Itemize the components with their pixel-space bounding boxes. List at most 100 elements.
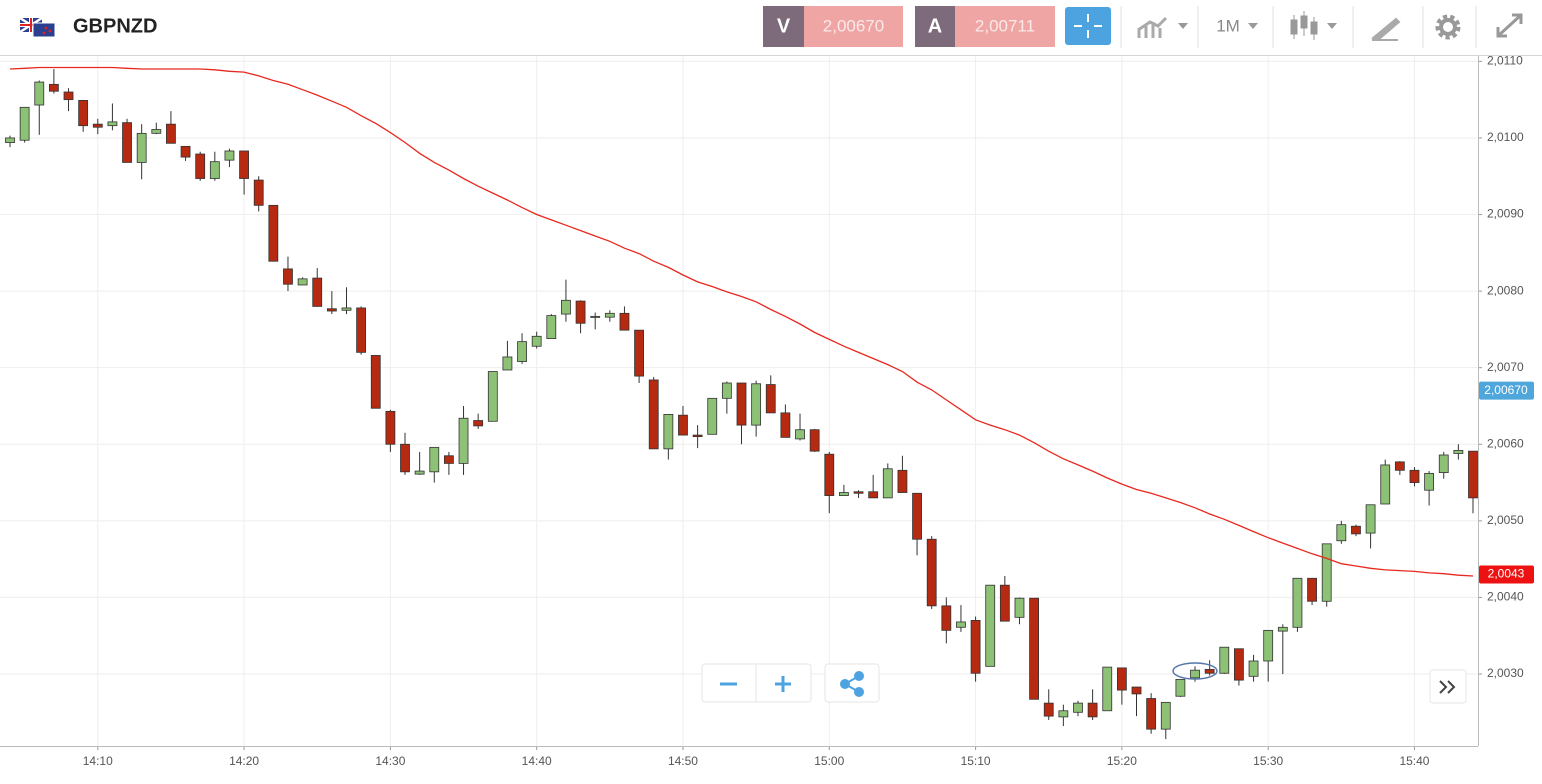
price-tag <box>1479 565 1534 584</box>
candle-style-button[interactable] <box>1290 11 1337 40</box>
candle-body <box>122 122 132 163</box>
candle-body <box>1014 597 1025 618</box>
candle-body <box>400 443 410 473</box>
candle-body <box>502 356 513 371</box>
chart-type-button[interactable] <box>1137 16 1188 38</box>
x-tick-label: 15:00 <box>814 754 844 768</box>
y-tick-label: 2,0050 <box>1487 513 1524 527</box>
candle-body <box>795 429 805 440</box>
candle-body <box>1263 629 1274 662</box>
candle-body <box>239 150 249 179</box>
candle-body <box>868 491 879 499</box>
timeframe[interactable]: 1M <box>1216 16 1240 35</box>
settings-button[interactable] <box>1435 14 1461 40</box>
candle-body <box>268 204 279 262</box>
candle-body <box>34 81 45 106</box>
bid-button[interactable] <box>763 6 804 47</box>
candle-body <box>824 453 835 496</box>
share-button[interactable] <box>840 671 864 697</box>
candle-body <box>209 161 220 179</box>
candle-body <box>297 278 308 286</box>
toolbar-separators <box>1120 6 1477 48</box>
candle-body <box>780 412 791 438</box>
candle-body <box>678 414 688 436</box>
candle-body <box>166 123 176 144</box>
ask-button[interactable] <box>915 6 955 47</box>
zoom-in[interactable] <box>775 676 791 692</box>
candle-body <box>1175 678 1186 697</box>
ask-price-box[interactable] <box>955 6 1055 47</box>
y-tick-label: 2,0110 <box>1487 54 1523 68</box>
candle-body <box>1234 648 1244 681</box>
candle-body <box>107 121 118 127</box>
candle-body <box>48 83 59 92</box>
candle-body <box>1351 525 1361 535</box>
x-tick-label: 15:40 <box>1399 754 1429 768</box>
candle-body <box>751 383 762 426</box>
x-tick-label: 15:10 <box>961 754 991 768</box>
candle-body <box>63 91 74 101</box>
y-tick-label: 2,0040 <box>1487 590 1524 604</box>
bid-price-box[interactable] <box>804 6 903 47</box>
candle-body <box>356 307 367 353</box>
price-tag-label: 2,00670 <box>1484 383 1528 397</box>
candle-body <box>956 621 966 628</box>
candle-body <box>1248 660 1259 677</box>
y-tick-label: 2,0070 <box>1487 360 1524 374</box>
x-tick-label: 14:30 <box>375 754 405 768</box>
x-tick-label: 15:30 <box>1253 754 1283 768</box>
candle-body <box>1380 464 1391 505</box>
zoom-controls <box>701 663 1467 704</box>
x-tick-label: 14:10 <box>83 754 113 768</box>
flag <box>19 16 56 38</box>
candle-body <box>941 605 952 631</box>
draw-tools-button[interactable] <box>1371 17 1401 42</box>
candle-body <box>692 434 703 438</box>
candle-body <box>531 335 542 347</box>
price-tag <box>1479 381 1534 400</box>
crosshair-button[interactable] <box>1065 7 1111 45</box>
candle-body <box>1131 686 1142 695</box>
candle-body <box>1336 524 1347 542</box>
candle-body <box>561 299 571 315</box>
fullscreen-button[interactable] <box>1496 13 1523 38</box>
candle-body <box>1468 450 1478 499</box>
candle-body <box>458 417 469 464</box>
candle-body <box>1073 702 1083 713</box>
candle-body <box>1058 710 1069 718</box>
moving-average-line <box>9 66 1474 577</box>
candle-body <box>575 300 586 324</box>
x-tick-label: 14:40 <box>522 754 552 768</box>
candle-body <box>1116 667 1127 691</box>
y-tick-label: 2,0060 <box>1487 436 1524 450</box>
candle-body <box>999 584 1010 622</box>
candle-body <box>385 410 396 445</box>
candle-body <box>1146 698 1157 730</box>
symbol: GBPNZD <box>73 15 157 37</box>
y-tick-label: 2,0090 <box>1487 207 1524 221</box>
candle-body <box>341 307 352 311</box>
candle-body <box>1321 543 1332 602</box>
price-tag-label: 2,0043 <box>1488 567 1525 581</box>
plot-area: 2,0110 2,0100 2,0090 2,0080 2,0070 2,0060 2,00… <box>0 54 1534 768</box>
candle-body <box>1160 701 1171 730</box>
y-tick-label: 2,0080 <box>1487 283 1524 297</box>
candle-body <box>853 491 864 494</box>
candle-body <box>707 397 718 435</box>
candle-body <box>765 384 776 414</box>
candle-body <box>809 429 820 452</box>
candle-body <box>970 620 981 674</box>
candle-body <box>487 371 498 422</box>
candle-body <box>985 584 996 667</box>
candle-body <box>1219 646 1230 674</box>
crosshair-icon <box>1074 14 1102 38</box>
candle-body <box>1365 504 1376 534</box>
candle-body <box>619 312 630 331</box>
y-tick-label: 2,0100 <box>1487 130 1524 144</box>
scroll-right-button[interactable] <box>1439 680 1456 694</box>
candle-body <box>1043 702 1054 717</box>
x-tick-label: 14:20 <box>229 754 259 768</box>
y-tick-label: 2,0030 <box>1487 666 1524 680</box>
candle-body <box>721 382 732 399</box>
